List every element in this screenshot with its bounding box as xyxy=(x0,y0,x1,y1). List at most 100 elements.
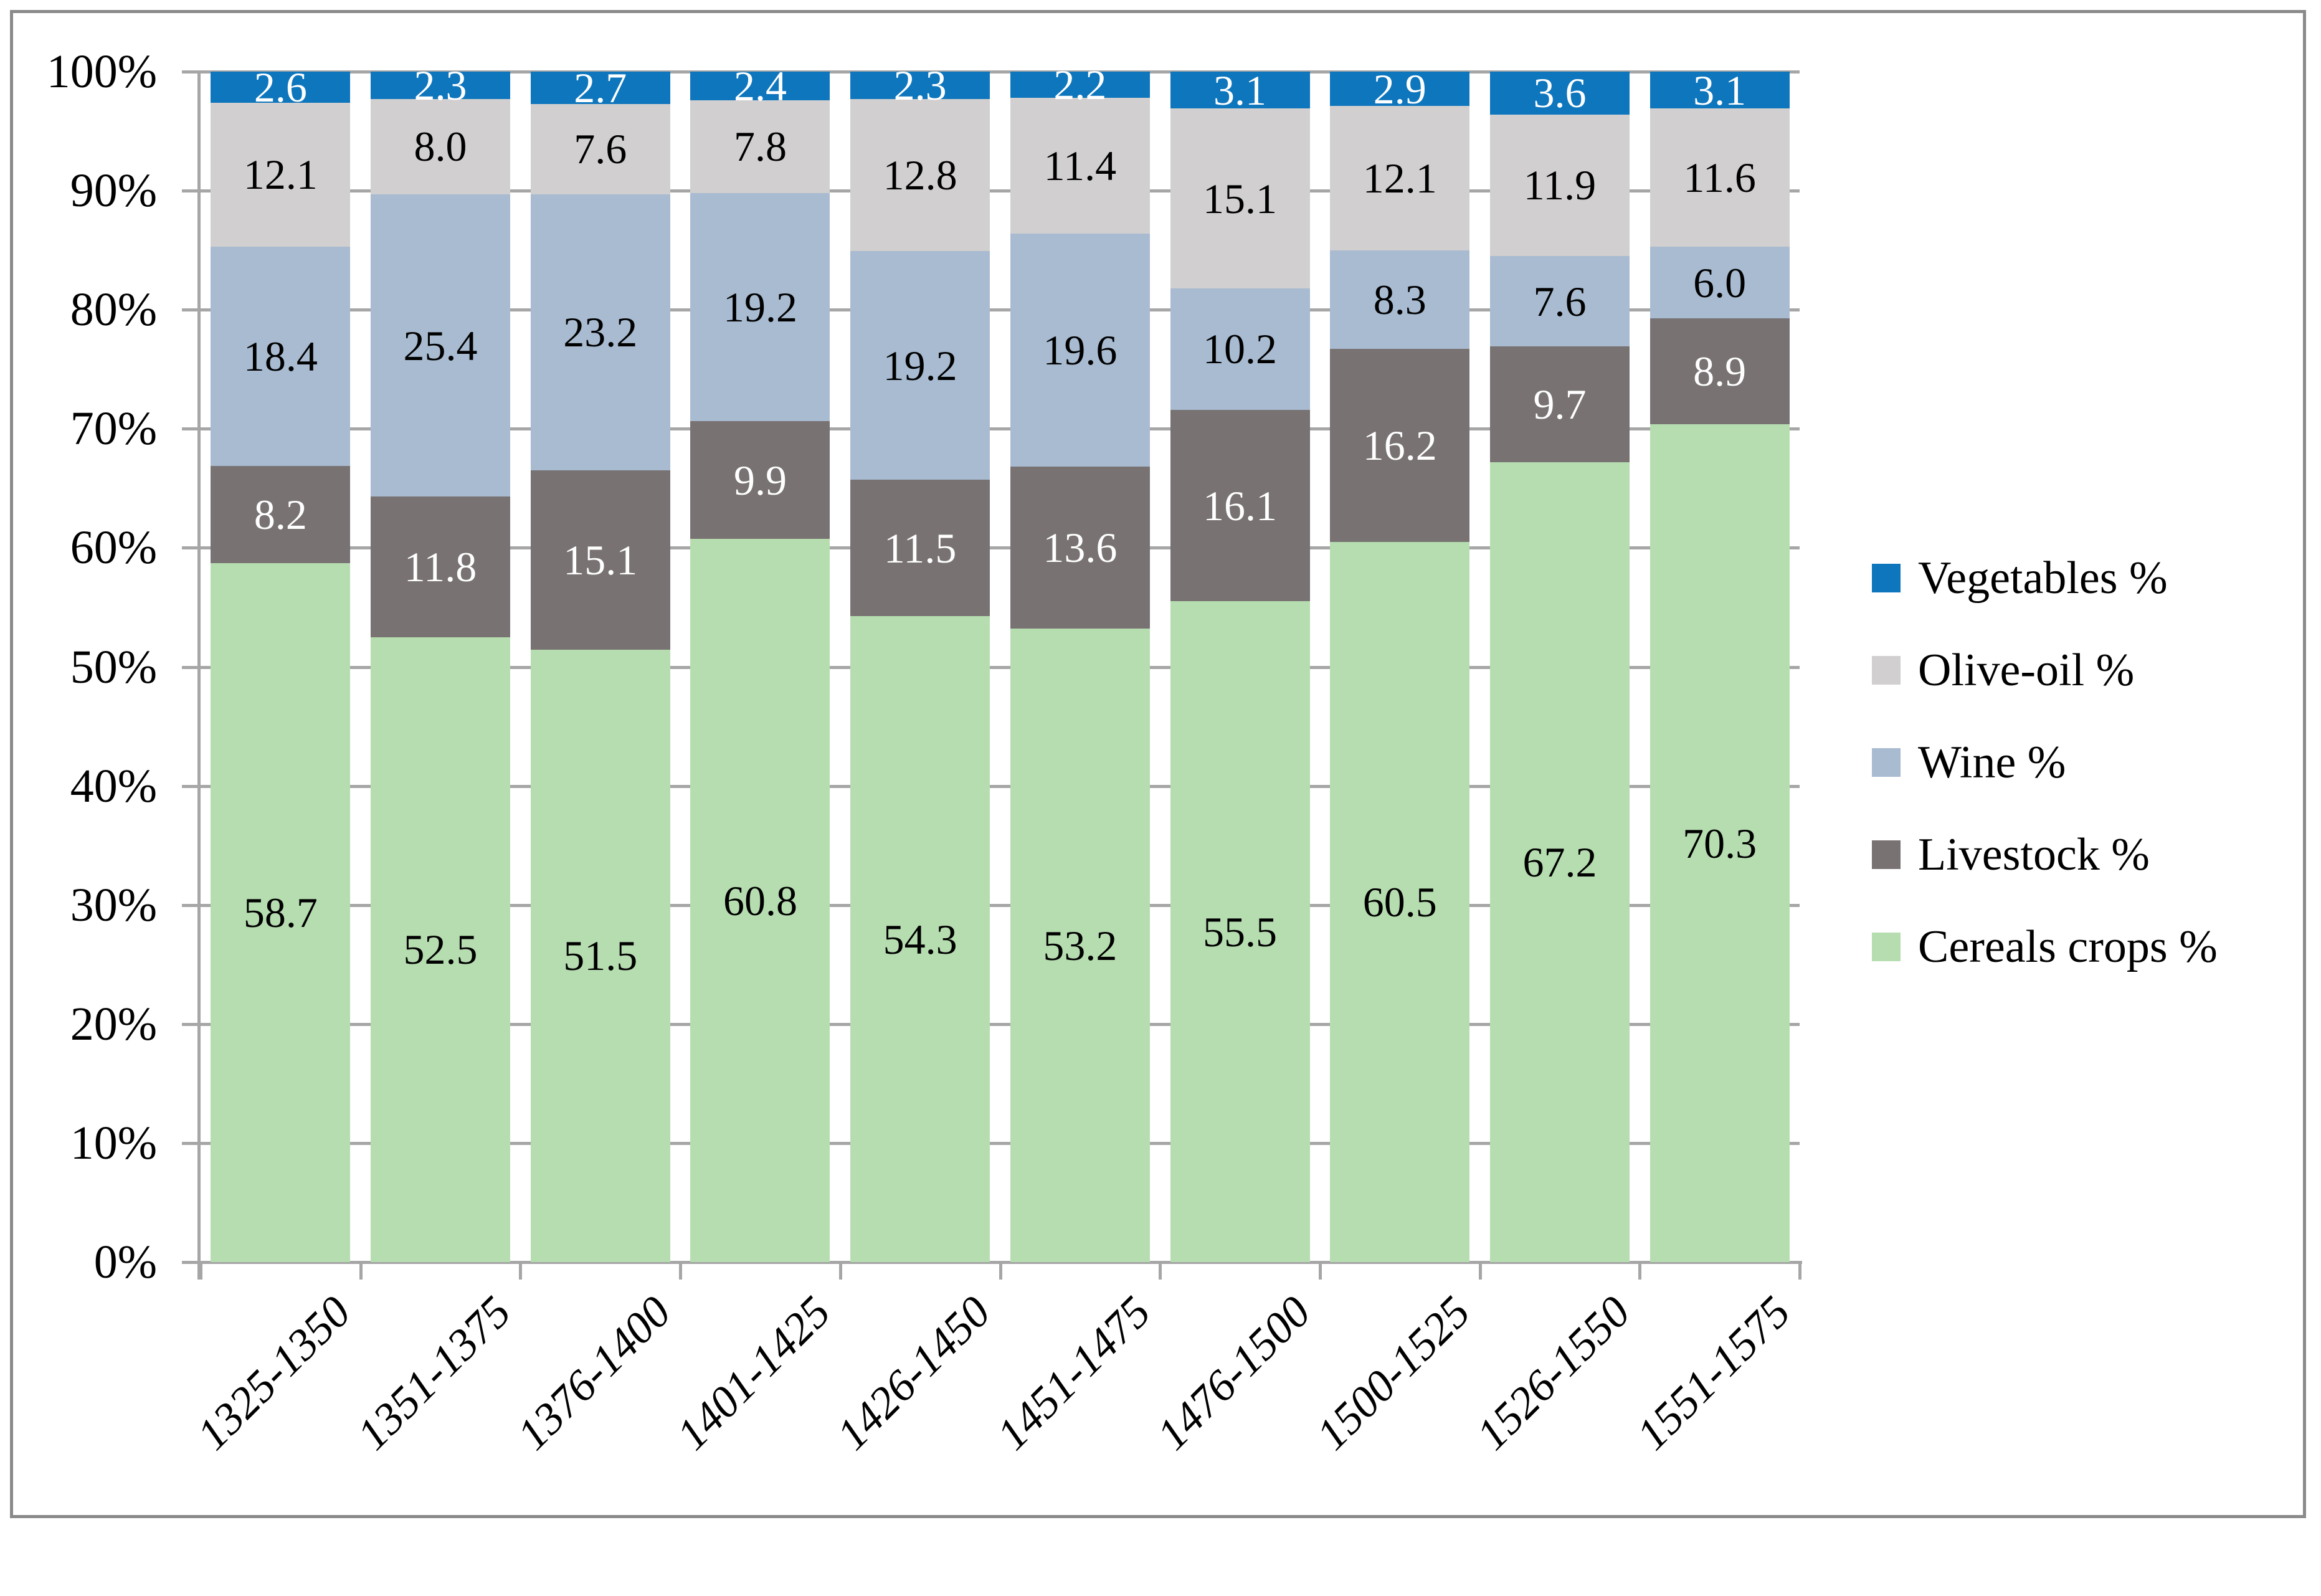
bar-segment: 2.2 xyxy=(1010,64,1150,106)
bar-segment: 7.6 xyxy=(1489,256,1630,347)
x-axis-tick xyxy=(1159,1262,1162,1280)
bar-segment: 19.2 xyxy=(850,251,990,480)
x-axis-tick xyxy=(1478,1262,1482,1280)
bar-segment: 9.9 xyxy=(690,421,830,539)
y-axis-tick xyxy=(182,189,201,193)
gridline xyxy=(201,1022,1800,1026)
gridline xyxy=(201,70,1800,74)
y-axis-tick-label: 80% xyxy=(70,283,157,336)
bar-segment: 7.8 xyxy=(690,100,830,193)
bar-segment: 11.9 xyxy=(1489,114,1630,257)
y-axis-tick-label: 60% xyxy=(70,521,157,574)
y-axis-tick-label: 100% xyxy=(46,45,157,98)
legend-label: Vegetables % xyxy=(1918,553,2168,604)
legend-item: Livestock % xyxy=(1872,830,2150,880)
bar-segment: 2.3 xyxy=(371,64,511,107)
bar-segment: 25.4 xyxy=(371,194,511,497)
y-axis-tick-label: 70% xyxy=(70,402,157,455)
y-axis-tick-label: 40% xyxy=(70,759,157,812)
legend-item: Vegetables % xyxy=(1872,553,2168,603)
bar-segment: 8.0 xyxy=(371,98,511,194)
bar-segment: 2.7 xyxy=(530,67,670,108)
legend-item: Cereals crops % xyxy=(1872,922,2218,972)
legend-label: Cereals crops % xyxy=(1918,921,2218,972)
x-axis-tick xyxy=(519,1262,523,1280)
gridline xyxy=(201,903,1800,907)
y-axis-tick xyxy=(182,70,201,74)
bar-segment: 7.6 xyxy=(530,103,670,194)
x-axis-tick xyxy=(359,1262,363,1280)
bar-segment: 18.4 xyxy=(211,246,351,466)
legend-swatch xyxy=(1872,564,1901,592)
gridline xyxy=(201,546,1800,550)
y-axis-line xyxy=(197,72,201,1280)
y-axis-tick xyxy=(182,1141,201,1145)
bar-segment: 19.6 xyxy=(1010,233,1150,467)
bar-segment: 15.1 xyxy=(1170,108,1310,288)
y-axis-tick xyxy=(182,546,201,550)
bar-segment: 52.5 xyxy=(371,637,511,1262)
x-axis-tick xyxy=(838,1262,842,1280)
y-axis-tick xyxy=(182,665,201,669)
bar-segment: 54.3 xyxy=(850,616,990,1262)
bar-segment: 12.8 xyxy=(850,98,990,252)
legend-label: Wine % xyxy=(1918,737,2066,788)
legend-swatch xyxy=(1872,933,1901,961)
y-axis-tick-label: 30% xyxy=(70,878,157,931)
legend-swatch xyxy=(1872,656,1901,685)
bar-segment: 11.6 xyxy=(1649,108,1790,247)
bar-segment: 9.7 xyxy=(1489,346,1630,462)
gridline xyxy=(201,1141,1800,1145)
bar-segment: 8.9 xyxy=(1649,318,1790,425)
gridline xyxy=(201,189,1800,193)
bar-segment: 55.5 xyxy=(1170,601,1310,1262)
bar-segment: 2.9 xyxy=(1330,67,1470,110)
bar-segment: 10.2 xyxy=(1170,288,1310,410)
y-axis-tick xyxy=(182,1022,201,1026)
gridline xyxy=(201,308,1800,312)
bar-segment: 67.2 xyxy=(1489,462,1630,1262)
legend-label: Olive-oil % xyxy=(1918,645,2135,696)
bar-segment: 3.6 xyxy=(1489,72,1630,115)
gridline xyxy=(201,427,1800,431)
x-axis-tick xyxy=(679,1262,683,1280)
gridline xyxy=(201,784,1800,788)
bar-segment: 11.5 xyxy=(850,479,990,617)
bar-segment: 58.7 xyxy=(211,563,351,1262)
x-axis-tick xyxy=(1318,1262,1322,1280)
legend-label: Livestock % xyxy=(1918,829,2150,880)
bar-segment: 70.3 xyxy=(1649,424,1790,1262)
bar-segment: 2.3 xyxy=(850,64,990,107)
bar-segment: 12.1 xyxy=(211,102,351,247)
y-axis-tick-label: 20% xyxy=(70,997,157,1050)
bar-segment: 53.2 xyxy=(1010,629,1150,1262)
bar-segment: 3.1 xyxy=(1170,69,1310,112)
y-axis-tick xyxy=(182,308,201,312)
bar-segment: 60.8 xyxy=(690,539,830,1262)
bar-segment: 8.2 xyxy=(211,465,351,564)
bar-segment: 3.1 xyxy=(1649,69,1790,112)
bar-segment: 8.3 xyxy=(1330,250,1470,349)
y-axis-tick-label: 90% xyxy=(70,164,157,217)
y-axis-tick-label: 50% xyxy=(70,640,157,693)
bar-segment: 13.6 xyxy=(1010,467,1150,629)
x-axis-tick xyxy=(999,1262,1002,1280)
x-axis-tick xyxy=(199,1262,202,1280)
bar-segment: 60.5 xyxy=(1330,541,1470,1262)
figure-border xyxy=(10,10,2306,1518)
bar-segment: 51.5 xyxy=(530,649,670,1262)
gridline xyxy=(201,665,1800,669)
bar-segment: 16.2 xyxy=(1330,349,1470,542)
y-axis-tick-label: 10% xyxy=(70,1116,157,1169)
x-axis-tick xyxy=(1798,1262,1801,1280)
bar-segment: 2.6 xyxy=(211,66,351,108)
chart-figure: 58.7 8.2 18.4 12.1 2.6 52.5 11.8 25.4 8.0 2.3 51.5… xyxy=(10,10,2306,1518)
y-axis-tick xyxy=(182,1261,201,1264)
legend-item: Olive-oil % xyxy=(1872,645,2134,695)
y-axis-tick-label: 0% xyxy=(93,1236,157,1288)
legend-item: Wine % xyxy=(1872,738,2066,787)
x-axis-tick xyxy=(1638,1262,1642,1280)
bar-segment: 2.4 xyxy=(690,65,830,107)
bar-segment: 6.0 xyxy=(1649,247,1790,318)
bar-segment: 16.1 xyxy=(1170,409,1310,602)
